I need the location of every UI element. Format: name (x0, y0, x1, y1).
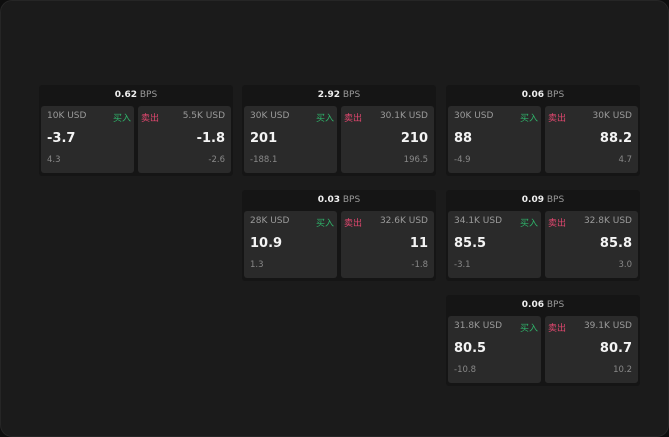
spread-header: 0.03 BPS (242, 190, 436, 211)
buy-price: 88 (454, 131, 473, 146)
sell-quote-button[interactable]: 卖出 30.1K USD 210 196.5 (341, 106, 434, 173)
quote-card: 2.92 BPS 30K USD 买入 201 -188.1 卖出 30.1K … (242, 85, 436, 176)
spread-unit: BPS (342, 90, 361, 100)
sell-quote-button[interactable]: 卖出 32.6K USD 11 -1.8 (341, 211, 434, 278)
buy-change: 1.3 (250, 260, 264, 270)
spread-unit: BPS (546, 195, 565, 205)
buy-quote-button[interactable]: 10K USD 买入 -3.7 4.3 (41, 106, 134, 173)
buy-change: -188.1 (250, 155, 278, 165)
spread-value: 0.06 (521, 300, 544, 310)
sell-quote-button[interactable]: 卖出 5.5K USD -1.8 -2.6 (138, 106, 231, 173)
buy-amount: 28K USD (250, 216, 290, 226)
sell-price: 210 (400, 131, 428, 146)
buy-label: 买入 (519, 114, 538, 124)
spread-value: 2.92 (317, 90, 340, 100)
spread-value: 0.03 (317, 195, 340, 205)
buy-quote-button[interactable]: 30K USD 买入 201 -188.1 (244, 106, 337, 173)
sell-quote-button[interactable]: 卖出 32.8K USD 85.8 3.0 (545, 211, 638, 278)
sell-label: 卖出 (344, 219, 363, 229)
buy-price: 85.5 (454, 236, 487, 251)
spread-unit: BPS (546, 90, 565, 100)
spread-header: 2.92 BPS (242, 85, 436, 106)
sell-label: 卖出 (344, 114, 363, 124)
sell-amount: 30K USD (592, 111, 632, 121)
buy-amount: 34.1K USD (454, 216, 503, 226)
buy-quote-button[interactable]: 34.1K USD 买入 85.5 -3.1 (448, 211, 541, 278)
buy-label: 买入 (112, 114, 131, 124)
buy-amount: 31.8K USD (454, 321, 503, 331)
buy-price: 201 (250, 131, 278, 146)
spread-header: 0.06 BPS (446, 85, 640, 106)
buy-change: -4.9 (454, 155, 471, 165)
quote-card: 0.06 BPS 31.8K USD 买入 80.5 -10.8 卖出 39.1… (446, 295, 640, 386)
buy-change: -10.8 (454, 365, 476, 375)
buy-change: -3.1 (454, 260, 471, 270)
sell-quote-button[interactable]: 卖出 39.1K USD 80.7 10.2 (545, 316, 638, 383)
buy-quote-button[interactable]: 30K USD 买入 88 -4.9 (448, 106, 541, 173)
quote-card: 0.03 BPS 28K USD 买入 10.9 1.3 卖出 32.6K US… (242, 190, 436, 281)
quote-card: 0.06 BPS 30K USD 买入 88 -4.9 卖出 30K USD 8… (446, 85, 640, 176)
buy-price: 80.5 (454, 341, 487, 356)
buy-label: 买入 (315, 219, 334, 229)
buy-price: 10.9 (250, 236, 283, 251)
sell-amount: 39.1K USD (583, 321, 632, 331)
sell-price: 88.2 (599, 131, 632, 146)
buy-amount: 10K USD (47, 111, 87, 121)
sell-change: 4.7 (618, 155, 632, 165)
sell-quote-button[interactable]: 卖出 30K USD 88.2 4.7 (545, 106, 638, 173)
sell-label: 卖出 (548, 114, 567, 124)
buy-amount: 30K USD (250, 111, 290, 121)
spread-value: 0.62 (114, 90, 137, 100)
sell-change: -1.8 (411, 260, 428, 270)
sell-change: 3.0 (618, 260, 632, 270)
spread-unit: BPS (139, 90, 158, 100)
buy-amount: 30K USD (454, 111, 494, 121)
spread-value: 0.09 (521, 195, 544, 205)
buy-quote-button[interactable]: 31.8K USD 买入 80.5 -10.8 (448, 316, 541, 383)
sell-label: 卖出 (141, 114, 160, 124)
sell-label: 卖出 (548, 219, 567, 229)
buy-label: 买入 (519, 219, 538, 229)
sell-price: 11 (409, 236, 428, 251)
quote-card: 0.62 BPS 10K USD 买入 -3.7 4.3 卖出 5.5K USD… (39, 85, 233, 176)
spread-value: 0.06 (521, 90, 544, 100)
sell-change: 10.2 (613, 365, 632, 375)
sell-amount: 32.6K USD (379, 216, 428, 226)
sell-change: -2.6 (208, 155, 225, 165)
sell-price: -1.8 (196, 131, 225, 146)
quote-card: 0.09 BPS 34.1K USD 买入 85.5 -3.1 卖出 32.8K… (446, 190, 640, 281)
buy-quote-button[interactable]: 28K USD 买入 10.9 1.3 (244, 211, 337, 278)
buy-label: 买入 (519, 324, 538, 334)
sell-change: 196.5 (403, 155, 428, 165)
spread-header: 0.62 BPS (39, 85, 233, 106)
buy-price: -3.7 (47, 131, 76, 146)
sell-amount: 30.1K USD (379, 111, 428, 121)
sell-price: 80.7 (599, 341, 632, 356)
sell-amount: 32.8K USD (583, 216, 632, 226)
sell-amount: 5.5K USD (182, 111, 225, 121)
buy-change: 4.3 (47, 155, 61, 165)
buy-label: 买入 (315, 114, 334, 124)
sell-label: 卖出 (548, 324, 567, 334)
spread-header: 0.06 BPS (446, 295, 640, 316)
spread-unit: BPS (546, 300, 565, 310)
spread-header: 0.09 BPS (446, 190, 640, 211)
spread-unit: BPS (342, 195, 361, 205)
sell-price: 85.8 (599, 236, 632, 251)
